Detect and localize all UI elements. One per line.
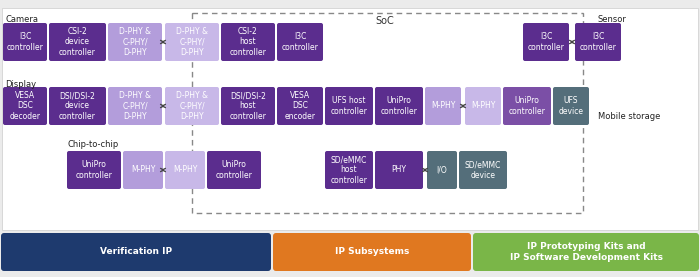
FancyBboxPatch shape	[207, 151, 261, 189]
FancyBboxPatch shape	[49, 87, 106, 125]
Text: M-PHY: M-PHY	[173, 165, 197, 175]
FancyBboxPatch shape	[165, 23, 219, 61]
Text: D-PHY &
C-PHY/
D-PHY: D-PHY & C-PHY/ D-PHY	[119, 27, 151, 57]
Text: UFS
device: UFS device	[559, 96, 584, 116]
FancyBboxPatch shape	[108, 87, 162, 125]
Text: D-PHY &
C-PHY/
D-PHY: D-PHY & C-PHY/ D-PHY	[119, 91, 151, 120]
FancyBboxPatch shape	[553, 87, 589, 125]
FancyBboxPatch shape	[425, 87, 461, 125]
Text: VESA
DSC
encoder: VESA DSC encoder	[284, 91, 316, 120]
Text: DSI/DSI-2
host
controller: DSI/DSI-2 host controller	[230, 91, 267, 120]
Text: Verification IP: Verification IP	[100, 248, 172, 257]
FancyBboxPatch shape	[3, 23, 47, 61]
Text: SD/eMMC
host
controller: SD/eMMC host controller	[330, 155, 368, 184]
FancyBboxPatch shape	[165, 87, 219, 125]
Text: Display: Display	[5, 80, 36, 89]
Text: I3C
controller: I3C controller	[528, 32, 564, 52]
Text: DSI/DSI-2
device
controller: DSI/DSI-2 device controller	[59, 91, 96, 120]
FancyBboxPatch shape	[123, 151, 163, 189]
Text: CSI-2
host
controller: CSI-2 host controller	[230, 27, 267, 57]
Text: IP Prototyping Kits and
IP Software Development Kits: IP Prototyping Kits and IP Software Deve…	[510, 242, 662, 262]
FancyBboxPatch shape	[277, 87, 323, 125]
FancyBboxPatch shape	[2, 8, 698, 230]
Text: IP Subsystems: IP Subsystems	[335, 248, 409, 257]
Bar	[192, 13, 583, 213]
Text: I3C
controller: I3C controller	[281, 32, 318, 52]
Text: I3C
controller: I3C controller	[6, 32, 43, 52]
FancyBboxPatch shape	[325, 151, 373, 189]
FancyBboxPatch shape	[165, 151, 205, 189]
FancyBboxPatch shape	[523, 23, 569, 61]
FancyBboxPatch shape	[277, 23, 323, 61]
FancyBboxPatch shape	[465, 87, 501, 125]
Text: D-PHY &
C-PHY/
D-PHY: D-PHY & C-PHY/ D-PHY	[176, 27, 208, 57]
Text: M-PHY: M-PHY	[430, 101, 455, 111]
FancyBboxPatch shape	[325, 87, 373, 125]
FancyBboxPatch shape	[273, 233, 471, 271]
FancyBboxPatch shape	[427, 151, 457, 189]
Text: Camera: Camera	[5, 15, 38, 24]
FancyBboxPatch shape	[3, 87, 47, 125]
Text: VESA
DSC
decoder: VESA DSC decoder	[10, 91, 41, 120]
Text: UniPro
controller: UniPro controller	[76, 160, 113, 179]
Text: Mobile storage: Mobile storage	[598, 112, 660, 121]
Text: Sensor: Sensor	[598, 15, 627, 24]
FancyBboxPatch shape	[221, 23, 275, 61]
Text: SD/eMMC
device: SD/eMMC device	[465, 160, 501, 179]
Text: I3C
controller: I3C controller	[580, 32, 617, 52]
FancyBboxPatch shape	[67, 151, 121, 189]
Text: D-PHY &
C-PHY/
D-PHY: D-PHY & C-PHY/ D-PHY	[176, 91, 208, 120]
FancyBboxPatch shape	[1, 233, 271, 271]
Text: I/O: I/O	[437, 165, 447, 175]
Text: Chip-to-chip: Chip-to-chip	[68, 140, 119, 149]
FancyBboxPatch shape	[49, 23, 106, 61]
FancyBboxPatch shape	[108, 23, 162, 61]
FancyBboxPatch shape	[375, 151, 423, 189]
Text: PHY: PHY	[391, 165, 407, 175]
Text: CSI-2
device
controller: CSI-2 device controller	[59, 27, 96, 57]
Text: UniPro
controller: UniPro controller	[509, 96, 545, 116]
Text: UniPro
controller: UniPro controller	[216, 160, 253, 179]
FancyBboxPatch shape	[375, 87, 423, 125]
Text: UFS host
controller: UFS host controller	[330, 96, 368, 116]
FancyBboxPatch shape	[221, 87, 275, 125]
Text: SoC: SoC	[376, 16, 394, 26]
FancyBboxPatch shape	[575, 23, 621, 61]
FancyBboxPatch shape	[459, 151, 507, 189]
FancyBboxPatch shape	[503, 87, 551, 125]
Text: M-PHY: M-PHY	[471, 101, 495, 111]
Text: UniPro
controller: UniPro controller	[381, 96, 417, 116]
FancyBboxPatch shape	[473, 233, 699, 271]
Text: M-PHY: M-PHY	[131, 165, 155, 175]
